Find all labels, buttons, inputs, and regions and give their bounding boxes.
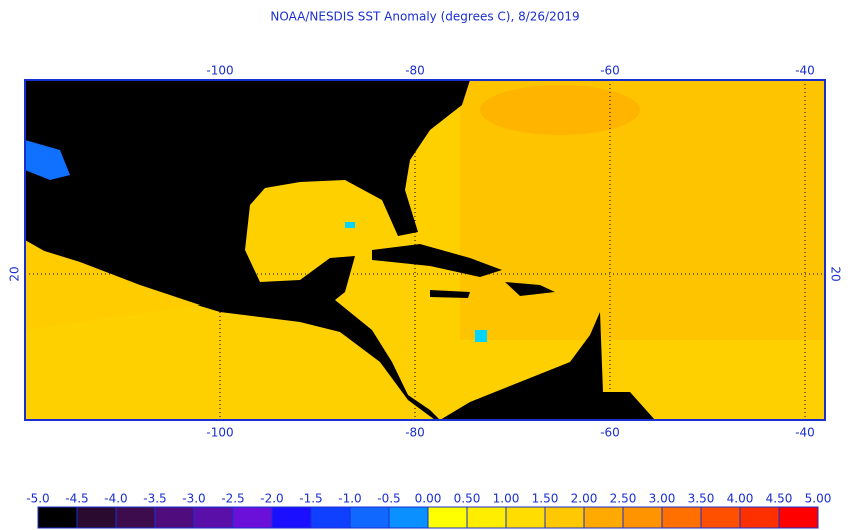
colorbar-label: -2.0 — [260, 492, 283, 506]
lat-label: 20 — [829, 266, 843, 281]
pacific-ocean — [25, 245, 200, 330]
colorbar-swatch — [271, 506, 312, 529]
title: NOAA/NESDIS SST Anomaly (degrees C), 8/2… — [270, 10, 579, 24]
colorbar-label: -4.0 — [104, 492, 127, 506]
colorbar-swatch — [154, 506, 195, 529]
colorbar-label: 0.00 — [415, 492, 442, 506]
lon-label: -40 — [795, 64, 815, 78]
colorbar-label: 4.50 — [766, 492, 793, 506]
colorbar-swatch — [466, 506, 507, 529]
lon-label: -100 — [206, 64, 233, 78]
colorbar-swatch — [232, 506, 273, 529]
lon-label: -40 — [795, 426, 815, 440]
colorbar-label: 2.50 — [610, 492, 637, 506]
map-frame — [24, 79, 826, 421]
colorbar-label: 4.00 — [727, 492, 754, 506]
colorbar-label: -2.5 — [221, 492, 244, 506]
lon-label: -60 — [600, 426, 620, 440]
colorbar-swatch — [622, 506, 663, 529]
colorbar-swatch — [739, 506, 780, 529]
lon-label: -80 — [405, 64, 425, 78]
colorbar-swatch — [427, 506, 468, 529]
cool-patch — [25, 140, 70, 180]
colorbar-label: -5.0 — [26, 492, 49, 506]
colorbar-swatch — [700, 506, 741, 529]
colorbar-label: -4.5 — [65, 492, 88, 506]
land-jamaica — [430, 290, 470, 298]
land-cuba — [372, 244, 502, 277]
cool-patch — [475, 330, 487, 342]
colorbar-label: 3.50 — [688, 492, 715, 506]
map — [24, 79, 826, 421]
colorbar-label: 2.00 — [571, 492, 598, 506]
colorbar-label: 1.50 — [532, 492, 559, 506]
colorbar-label: -1.0 — [338, 492, 361, 506]
colorbar-swatch — [505, 506, 546, 529]
colorbar-label: -0.5 — [377, 492, 400, 506]
colorbar-swatch — [76, 506, 117, 529]
land-baja — [95, 185, 135, 242]
colorbar-swatch — [310, 506, 351, 529]
land-hispaniola — [505, 282, 555, 296]
colorbar-swatch — [544, 506, 585, 529]
colorbar-swatch — [37, 506, 78, 529]
lon-label: -60 — [600, 64, 620, 78]
colorbar-swatch — [583, 506, 624, 529]
colorbar-swatch — [115, 506, 156, 529]
colorbar-label: -1.5 — [299, 492, 322, 506]
warm-patch — [480, 85, 640, 135]
colorbar-swatch — [661, 506, 702, 529]
colorbar-label: 3.00 — [649, 492, 676, 506]
colorbar-swatch — [388, 506, 429, 529]
colorbar-label: 0.50 — [454, 492, 481, 506]
lon-label: -100 — [206, 426, 233, 440]
colorbar-label: -3.5 — [143, 492, 166, 506]
colorbar-label: 5.00 — [805, 492, 832, 506]
colorbar-swatch — [349, 506, 390, 529]
colorbar-label: 1.00 — [493, 492, 520, 506]
colorbar-swatch — [193, 506, 234, 529]
cool-patch — [345, 222, 355, 228]
colorbar-swatch — [778, 506, 819, 529]
lat-label: 20 — [8, 266, 22, 281]
lon-label: -80 — [405, 426, 425, 440]
land-south-america — [440, 312, 655, 420]
colorbar-label: -3.0 — [182, 492, 205, 506]
